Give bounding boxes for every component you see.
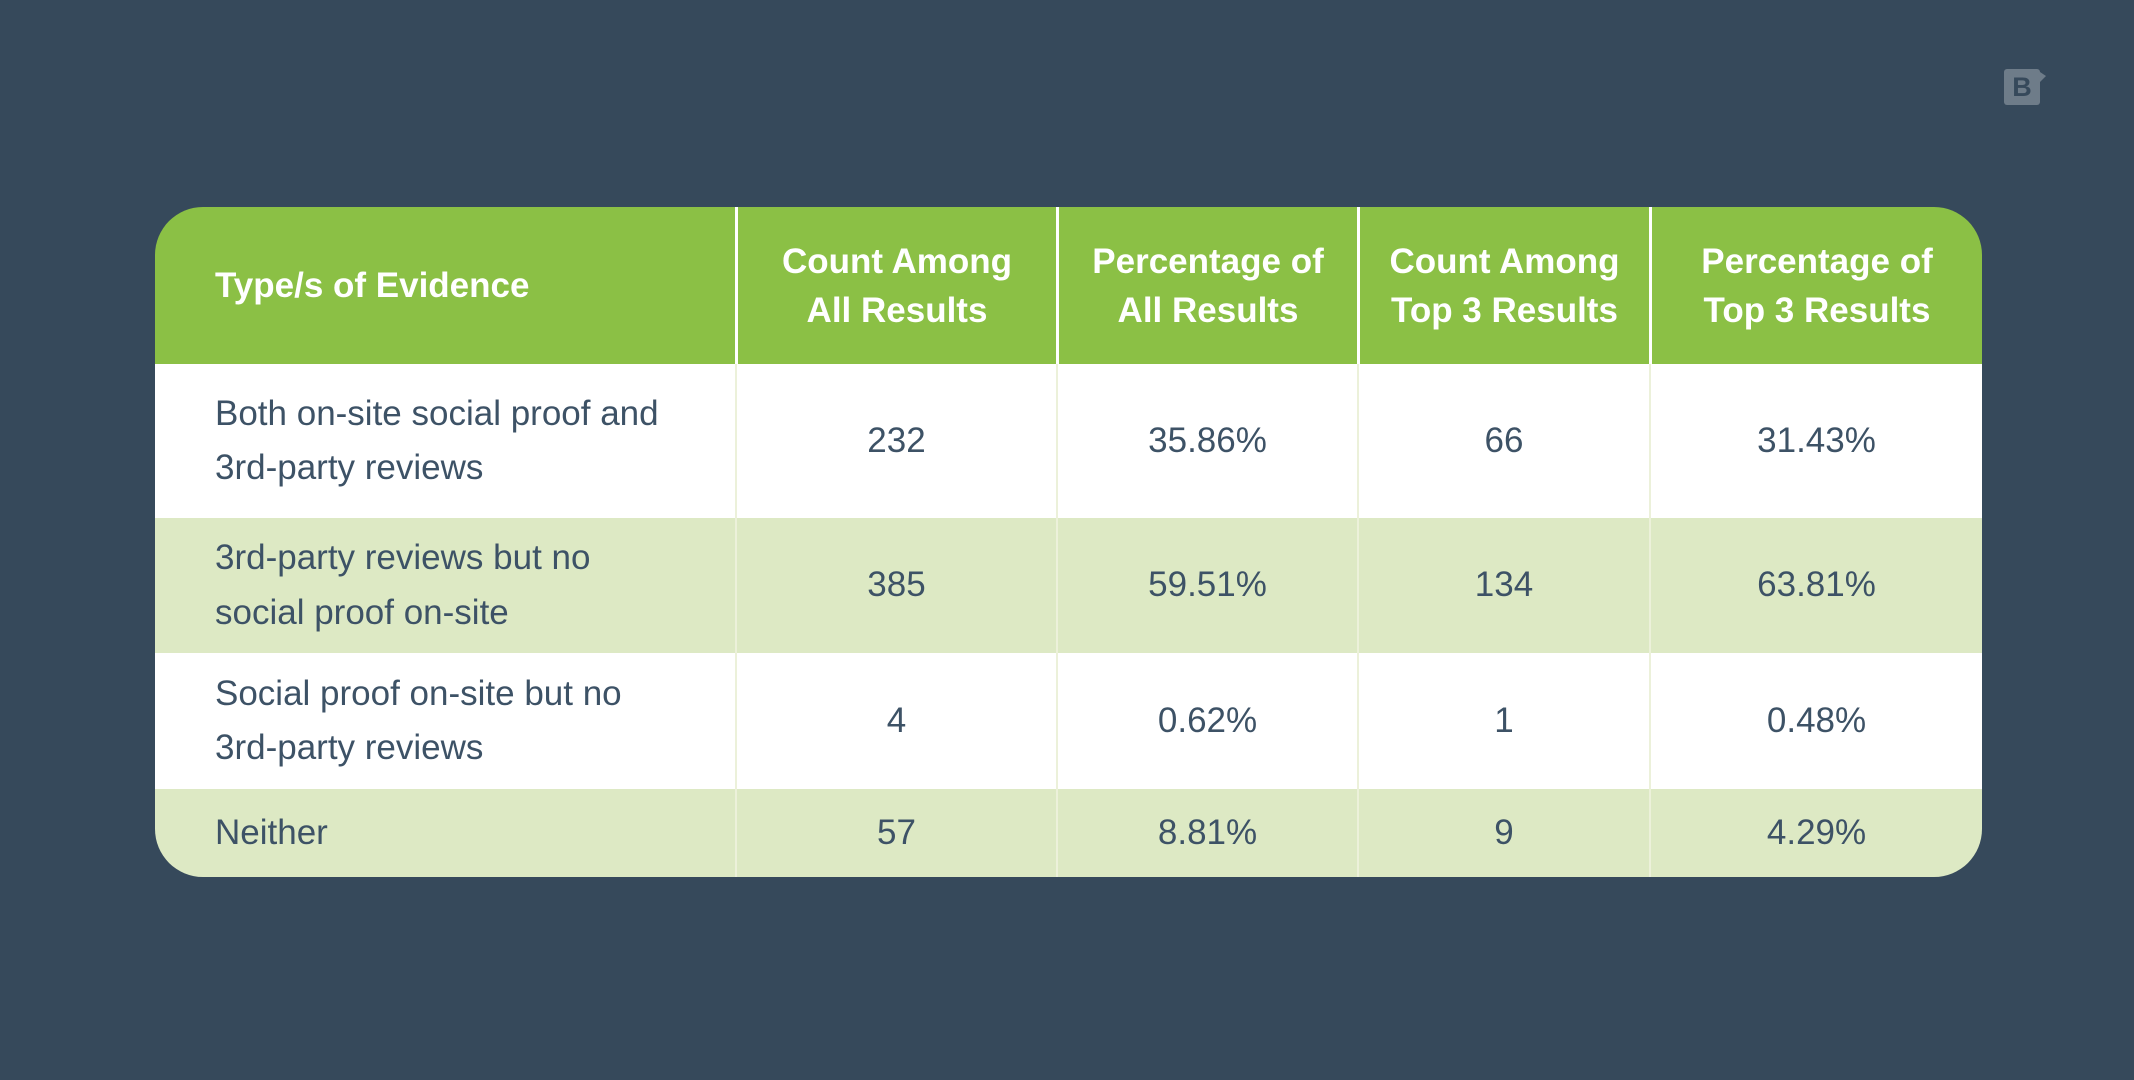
cell-neither-count-all: 57 bbox=[735, 789, 1056, 877]
cell-neither-pct-top3: 4.29% bbox=[1649, 789, 1982, 877]
cell-both-pct-top3: 31.43% bbox=[1649, 364, 1982, 518]
brand-logo: B bbox=[2004, 69, 2046, 105]
brand-logo-square bbox=[2004, 69, 2040, 105]
cell-neither-count-top3: 9 bbox=[1357, 789, 1649, 877]
row-label-both: Both on-site social proof and 3rd-party … bbox=[155, 364, 735, 518]
cell-social-proof-pct-top3: 0.48% bbox=[1649, 653, 1982, 789]
column-header-count-top3-results: Count Among Top 3 Results bbox=[1357, 207, 1649, 364]
cell-both-pct-all: 35.86% bbox=[1056, 364, 1357, 518]
cell-both-count-all: 232 bbox=[735, 364, 1056, 518]
row-label-3rd-party-only: 3rd-party reviews but no social proof on… bbox=[155, 518, 735, 653]
brand-logo-notch bbox=[2040, 72, 2046, 82]
cell-3rd-party-count-top3: 134 bbox=[1357, 518, 1649, 653]
column-header-type-of-evidence: Type/s of Evidence bbox=[155, 207, 735, 364]
row-label-neither: Neither bbox=[155, 789, 735, 877]
column-header-percentage-all-results: Percentage of All Results bbox=[1056, 207, 1357, 364]
cell-both-count-top3: 66 bbox=[1357, 364, 1649, 518]
evidence-table: Type/s of Evidence Count Among All Resul… bbox=[155, 207, 1982, 877]
cell-3rd-party-pct-all: 59.51% bbox=[1056, 518, 1357, 653]
cell-social-proof-count-top3: 1 bbox=[1357, 653, 1649, 789]
row-label-social-proof-only: Social proof on-site but no 3rd-party re… bbox=[155, 653, 735, 789]
column-header-percentage-top3-results: Percentage of Top 3 Results bbox=[1649, 207, 1982, 364]
column-header-count-all-results: Count Among All Results bbox=[735, 207, 1056, 364]
brand-logo-letter: B bbox=[2012, 72, 2032, 102]
cell-3rd-party-pct-top3: 63.81% bbox=[1649, 518, 1982, 653]
cell-social-proof-count-all: 4 bbox=[735, 653, 1056, 789]
cell-neither-pct-all: 8.81% bbox=[1056, 789, 1357, 877]
cell-social-proof-pct-all: 0.62% bbox=[1056, 653, 1357, 789]
cell-3rd-party-count-all: 385 bbox=[735, 518, 1056, 653]
